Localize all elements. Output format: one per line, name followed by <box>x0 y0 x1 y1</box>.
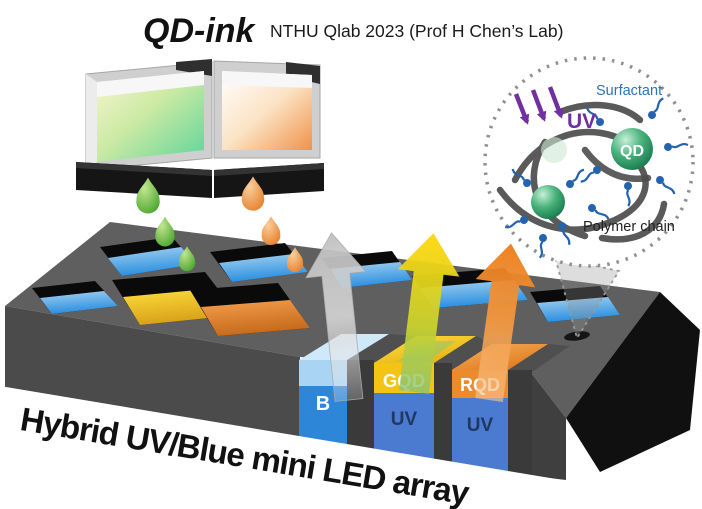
droplet-orange-2 <box>261 216 281 245</box>
qd-sphere-small <box>531 185 565 219</box>
qd-polymer-inset: QD UV Surfactant Polymer chain <box>483 56 695 268</box>
well-blue-back-1 <box>100 237 196 276</box>
orange-ink-liquid <box>222 71 312 150</box>
uv-arrows <box>513 86 564 125</box>
droplet-green-2 <box>155 216 175 247</box>
uv-label: UV <box>567 110 596 133</box>
well-blue-front <box>32 281 118 314</box>
qd-sphere <box>611 128 653 170</box>
cell-rqd-uv-label: UV <box>467 415 494 436</box>
product-title: QD-ink <box>143 12 257 50</box>
qd-sphere-label: QD <box>620 143 644 160</box>
well-blue-back-2 <box>210 243 308 282</box>
polymer-chain-label: Polymer chain <box>583 219 675 235</box>
rqd-emission-arrow <box>475 243 536 402</box>
lab-credit: NTHU Qlab 2023 (Prof H Chen’s Lab) <box>270 21 563 41</box>
qd-sphere-faint <box>541 137 567 163</box>
surfactant-label: Surfactant <box>596 83 662 99</box>
qd-ink-cuvettes <box>76 59 324 198</box>
cell-b-label: B <box>316 393 330 415</box>
cuvette-green <box>85 59 213 171</box>
cuvette-base-left <box>76 162 212 198</box>
slab-right-face <box>566 292 700 472</box>
inset-dashed-border <box>483 56 695 268</box>
gqd-emission-arrow <box>397 233 460 394</box>
polymer-chain-front <box>581 146 652 182</box>
magnifier-cone <box>553 255 621 341</box>
well-orange-front <box>190 283 310 336</box>
cuvette-base-right <box>214 163 324 198</box>
b-emission-arrow <box>305 232 367 402</box>
well-blue-back-5 <box>530 286 620 322</box>
cuvette-orange <box>213 60 321 159</box>
cell-gqd-uv-label: UV <box>391 409 418 430</box>
